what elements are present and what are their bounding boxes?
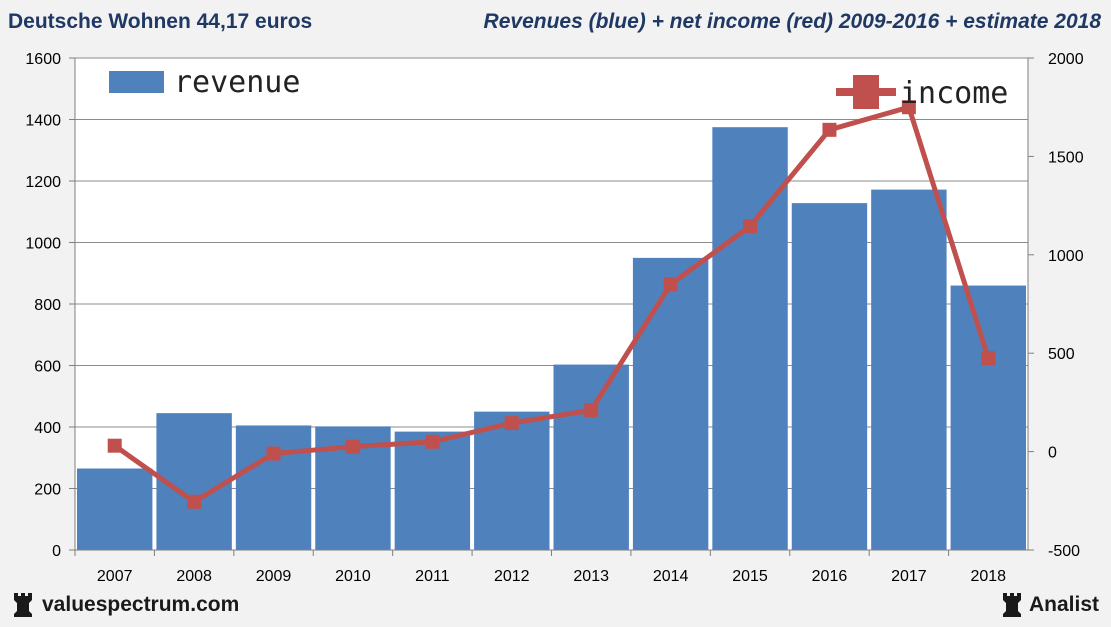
legend: revenue income [109,65,1008,111]
chess-rook-icon [1002,593,1021,617]
income-point [504,416,519,431]
right-title: Revenues (blue) + net income (red) 2009-… [483,10,1101,33]
right-tick-label: 1000 [1048,248,1084,265]
footer-left: valuespectrum.com [12,593,239,617]
left-tick-label: 600 [34,359,61,376]
income-line [107,100,996,509]
right-tick-label: 500 [1048,346,1075,363]
income-point [822,122,837,137]
left-tick-label: 1000 [25,236,61,253]
income-point [901,100,916,115]
x-tick-label: 2011 [415,568,450,585]
header: Deutsche Wohnen 44,17 euros Revenues (bl… [0,0,1111,42]
x-tick-label: 2018 [970,568,1006,585]
income-point [425,434,440,449]
left-tick-label: 1400 [25,113,61,130]
income-point [584,403,599,418]
revenue-bar [474,411,550,550]
x-tick-label: 2014 [653,568,689,585]
x-tick-label: 2007 [97,568,133,585]
revenue-bar [791,203,868,550]
left-tick-label: 200 [34,482,61,499]
legend-income-marker [853,75,879,109]
revenue-bars [77,127,1026,551]
x-tick-label: 2012 [494,568,530,585]
income-point [345,439,360,454]
revenue-bar [871,189,947,551]
right-brand: Analist [1028,593,1099,616]
left-title: Deutsche Wohnen 44,17 euros [8,10,313,33]
x-tick-label: 2016 [812,568,848,585]
left-axis-ticks: 0 200 400 600 800 1000 1200 1400 1600 [25,51,75,560]
left-tick-label: 400 [34,420,61,437]
revenue-bar [235,425,312,550]
right-axis-ticks: -500 0 500 1000 1500 2000 [1028,51,1084,560]
revenue-bar [632,257,709,550]
x-tick-label: 2015 [732,568,768,585]
income-point [107,438,122,453]
revenue-bar [950,285,1026,550]
revenue-bar [77,468,153,550]
chess-rook-icon [14,593,32,617]
income-point [663,277,678,292]
income-point [187,494,202,509]
income-point [981,351,996,366]
x-tick-label: 2013 [573,568,609,585]
income-point [743,219,758,234]
x-axis-ticks: 2007 2008 2009 2010 2011 2012 2013 2014 2015 2016… [74,550,1006,585]
left-tick-label: 1600 [25,51,61,68]
legend-revenue-label: revenue [174,65,300,100]
footer-right: Analist [1001,593,1099,617]
legend-income-label: income [900,76,1008,111]
x-tick-label: 2008 [176,568,212,585]
left-brand: valuespectrum.com [42,593,240,616]
income-point [266,446,281,461]
x-tick-label: 2010 [335,568,371,585]
x-tick-label: 2009 [256,568,292,585]
combo-chart: 0 200 400 600 800 1000 1200 1400 1600 -500 0 500 10… [25,51,1084,585]
revenue-bar [553,364,629,550]
right-tick-label: 0 [1048,445,1057,462]
legend-revenue-swatch [109,71,164,93]
x-tick-label: 2017 [891,568,927,585]
left-tick-label: 800 [34,297,61,314]
left-tick-label: 0 [52,543,61,560]
right-tick-label: 2000 [1048,51,1084,68]
right-tick-label: -500 [1048,543,1080,560]
right-tick-label: 1500 [1048,149,1084,166]
revenue-bar [394,431,471,550]
left-tick-label: 1200 [25,174,61,191]
income-series-line [113,104,991,505]
